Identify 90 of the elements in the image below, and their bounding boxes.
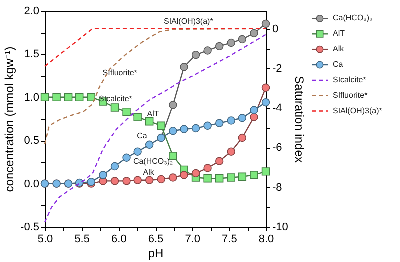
annotation: SIcalcite* <box>99 94 132 104</box>
point <box>157 122 166 130</box>
point <box>262 84 270 92</box>
point <box>169 101 178 110</box>
point <box>227 116 236 125</box>
point <box>122 177 131 186</box>
y-tick-label: 0.5 <box>24 135 40 148</box>
y-axis-title: concentration (mmol kgw⁻¹) <box>2 46 17 192</box>
point <box>192 50 200 60</box>
y2-tick-label: -6 <box>272 142 282 154</box>
legend-label: SIAl(OH)3(a)* <box>333 106 382 116</box>
point <box>146 140 154 150</box>
y-tick-label: 0.0 <box>24 178 40 190</box>
point <box>262 98 270 107</box>
point <box>215 174 224 183</box>
point <box>122 154 131 162</box>
y2-tick-label: 0 <box>272 23 279 36</box>
point <box>227 38 236 48</box>
point <box>227 174 236 182</box>
y2-axis-title: Saturation index <box>292 76 306 163</box>
x-axis-title: pH <box>148 246 164 260</box>
legend-label: Alk <box>333 44 346 54</box>
point <box>180 171 188 180</box>
point <box>238 172 247 181</box>
point <box>215 157 224 166</box>
point <box>204 174 212 183</box>
x-tick-label: 7.5 <box>222 234 238 246</box>
point <box>52 93 61 102</box>
point <box>134 176 142 184</box>
point <box>215 42 224 51</box>
point <box>250 113 258 122</box>
point <box>110 177 120 186</box>
point <box>227 148 236 156</box>
point <box>110 104 120 112</box>
point <box>134 148 142 156</box>
point <box>110 162 120 171</box>
y-tick-label: 1.5 <box>24 48 40 61</box>
point <box>262 168 270 176</box>
point <box>204 122 212 130</box>
line-series <box>44 34 267 224</box>
legend-label: AlT <box>333 29 346 38</box>
point <box>192 124 200 133</box>
point <box>192 169 200 178</box>
y2-tick-label: -2 <box>272 62 282 75</box>
x-tick-label: 5.0 <box>38 234 54 246</box>
annotation: Ca <box>137 131 148 140</box>
point <box>204 164 212 172</box>
point <box>64 93 73 102</box>
point <box>238 134 247 142</box>
point <box>146 176 154 184</box>
annotation: AlT <box>147 110 160 119</box>
point <box>250 29 258 38</box>
point <box>169 174 178 182</box>
point <box>180 63 188 72</box>
y-tick-label: 2.0 <box>24 6 40 18</box>
point <box>40 93 50 102</box>
point <box>250 106 258 114</box>
x-tick-label: 6.5 <box>148 234 164 246</box>
point <box>238 35 247 44</box>
point <box>169 126 178 136</box>
point <box>180 125 188 134</box>
annotation: Alk <box>143 168 156 177</box>
x-tick-label: 5.5 <box>74 234 90 246</box>
y2-tick-label: -8 <box>272 182 282 194</box>
y2-tick-label: -4 <box>272 102 282 115</box>
point <box>204 46 212 55</box>
y-tick-label: -0.5 <box>20 222 40 234</box>
point <box>238 114 247 122</box>
annotation: SIAl(OH)3(a)* <box>164 16 214 26</box>
point <box>250 171 258 180</box>
legend-label: Ca(HCO₃)₂ <box>333 14 373 23</box>
annotation: Ca(HCO₃)₂ <box>133 157 174 166</box>
y2-tick-label: -10 <box>272 222 288 234</box>
point <box>99 171 108 180</box>
legend-label: SIcalcite* <box>333 75 366 84</box>
point <box>215 119 224 128</box>
point <box>76 93 84 102</box>
point <box>157 175 166 184</box>
point <box>134 113 142 122</box>
point <box>262 20 270 28</box>
legend-label: SIfluorite* <box>333 90 368 100</box>
legend-label: Ca <box>333 60 344 69</box>
x-tick-label: 7.0 <box>185 234 200 246</box>
x-tick-label: 8.0 <box>258 234 274 246</box>
annotation: SIfluorite* <box>102 68 138 78</box>
point <box>87 93 96 102</box>
point <box>146 117 154 126</box>
point <box>122 108 131 116</box>
x-tick-label: 6.0 <box>112 234 127 246</box>
y-tick-label: 1.0 <box>24 92 40 104</box>
